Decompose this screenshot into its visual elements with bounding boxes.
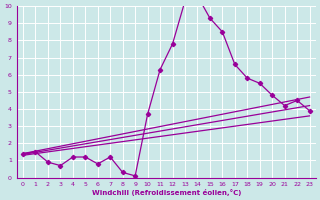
X-axis label: Windchill (Refroidissement éolien,°C): Windchill (Refroidissement éolien,°C) <box>92 189 241 196</box>
